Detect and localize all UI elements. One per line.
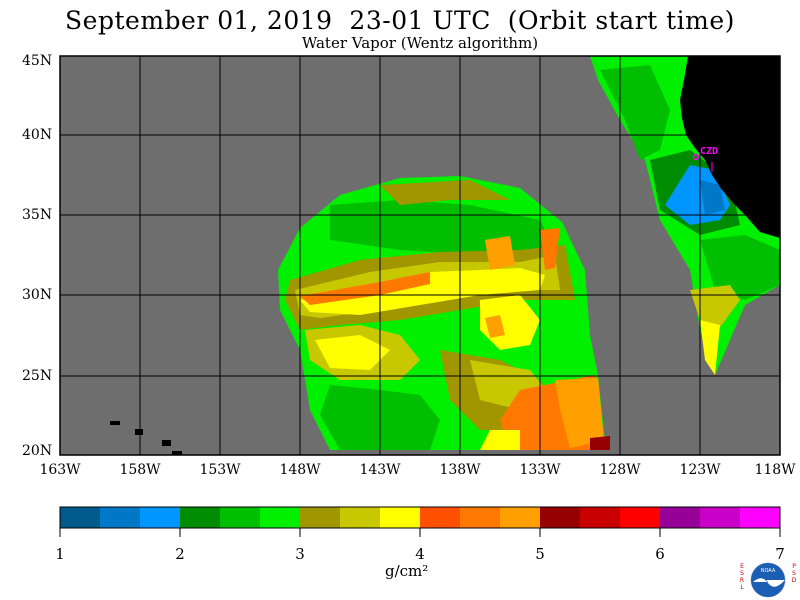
colorbar-tick-label-7: 7 — [775, 545, 785, 563]
colorbar-cell — [220, 507, 261, 528]
lon-label-163w: 163W — [39, 462, 81, 478]
colorbar-cell — [740, 507, 781, 528]
colorbar-cell — [620, 507, 661, 528]
colorbar-cell — [420, 507, 461, 528]
lat-label-30n: 30N — [22, 287, 53, 303]
hawaiian-islands — [110, 421, 182, 455]
lat-label-35n: 35N — [22, 207, 53, 223]
colorbar-cell — [140, 507, 181, 528]
colorbar-unit: g/cm² — [385, 562, 429, 580]
colorbar-cell — [500, 507, 541, 528]
colorbar-cell — [380, 507, 421, 528]
colorbar-tick-label-2: 2 — [175, 545, 185, 563]
page-subtitle: Water Vapor (Wentz algorithm) — [301, 34, 539, 52]
colorbar-cell — [100, 507, 141, 528]
colorbar-tick-label-5: 5 — [535, 545, 545, 563]
central-swath — [278, 176, 610, 450]
colorbar-cell — [60, 507, 101, 528]
logo-center-text: NOAA — [761, 568, 776, 574]
colorbar-cell — [460, 507, 501, 528]
map-frame — [59, 55, 781, 456]
lon-label-138w: 138W — [439, 462, 481, 478]
colorbar-tick-label-4: 4 — [415, 545, 425, 563]
colorbar-cell — [260, 507, 301, 528]
lon-label-123w: 123W — [679, 462, 721, 478]
lat-label-40n: 40N — [22, 127, 53, 143]
station-marker — [692, 153, 713, 172]
colorbar-cell — [540, 507, 581, 528]
colorbar-cell — [580, 507, 621, 528]
colorbar — [60, 507, 781, 528]
colorbar-tick-label-3: 3 — [295, 545, 305, 563]
lon-label-143w: 143W — [359, 462, 401, 478]
station-label: CZD — [700, 146, 719, 157]
lon-label-158w: 158W — [119, 462, 161, 478]
lon-label-148w: 148W — [279, 462, 321, 478]
lon-label-118w: 118W — [754, 462, 796, 478]
colorbar-tick-label-1: 1 — [55, 545, 65, 563]
page-title: September 01, 2019 23-01 UTC (Orbit star… — [65, 6, 735, 35]
colorbar-tick-label-6: 6 — [655, 545, 665, 563]
lon-label-128w: 128W — [599, 462, 641, 478]
land-mass — [680, 56, 780, 238]
colorbar-cell — [300, 507, 341, 528]
colorbar-cell — [660, 507, 701, 528]
lat-label-25n: 25N — [22, 368, 53, 384]
lat-label-20n: 20N — [22, 443, 53, 459]
lon-label-153w: 153W — [199, 462, 241, 478]
colorbar-cell — [340, 507, 381, 528]
colorbar-cell — [180, 507, 221, 528]
map-grid — [60, 56, 780, 455]
colorbar-cell — [700, 507, 741, 528]
lat-label-45n: 45N — [22, 53, 53, 69]
lon-label-133w: 133W — [519, 462, 561, 478]
colorbar-ticks — [59, 528, 781, 537]
